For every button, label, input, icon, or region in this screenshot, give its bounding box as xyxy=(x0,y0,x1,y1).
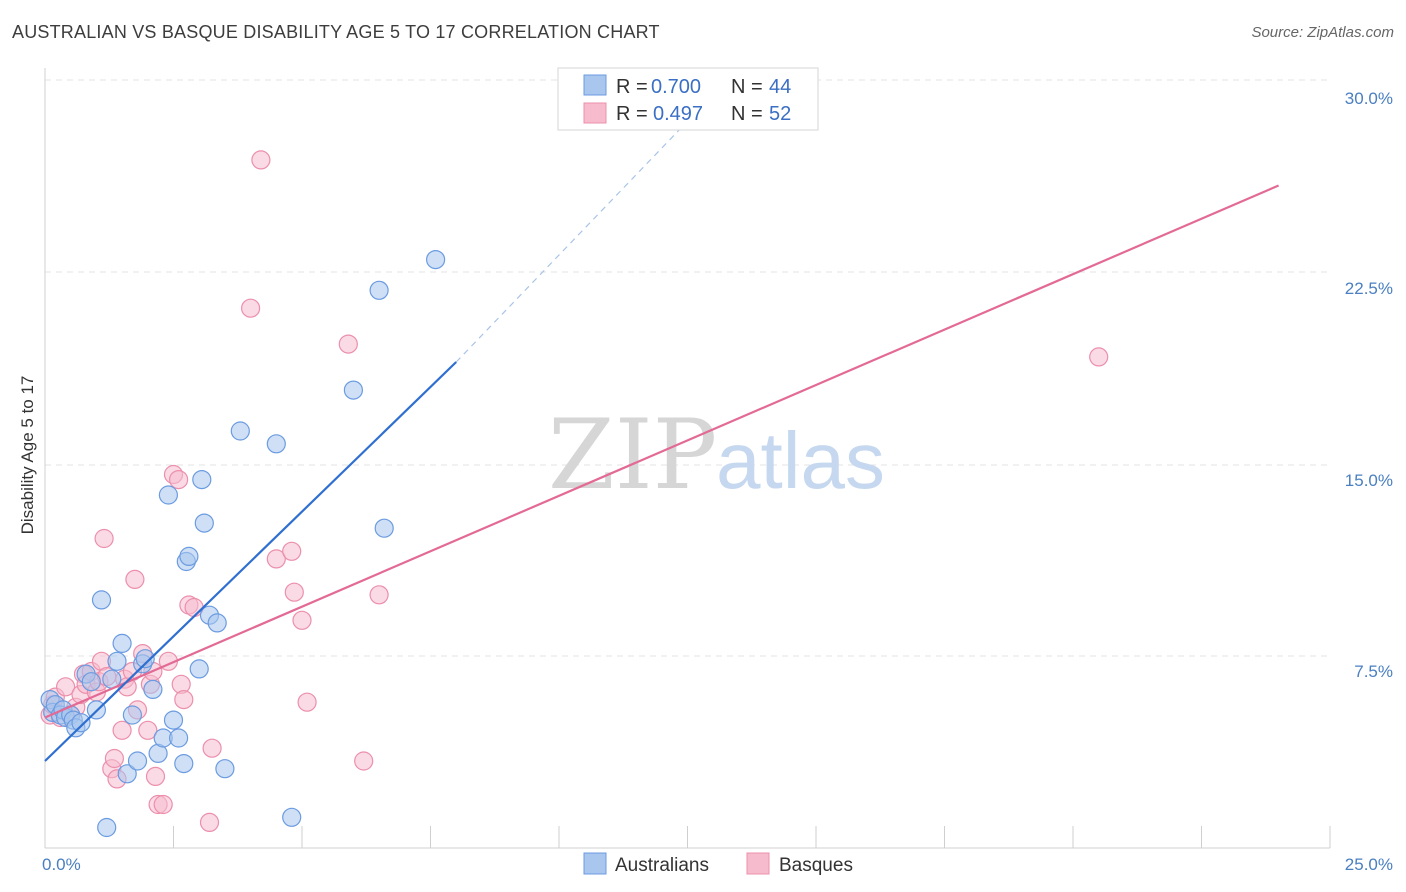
australians-point xyxy=(215,759,235,779)
trend-lines xyxy=(44,67,1280,762)
australians-trend-line xyxy=(44,361,457,762)
series-australians xyxy=(40,250,446,838)
bottom-legend-swatch-basques xyxy=(746,852,770,875)
basques-point xyxy=(169,470,189,490)
y-tick-label-22.5: 22.5% xyxy=(1345,279,1393,298)
australians-point xyxy=(127,751,148,771)
basques-point xyxy=(104,748,125,769)
australians-point xyxy=(194,513,214,533)
y-tick-label-30: 30.0% xyxy=(1345,89,1393,108)
basques-point xyxy=(202,738,222,758)
basques-point xyxy=(145,766,166,787)
bottom-legend-label-basques: Basques xyxy=(779,855,853,876)
basques-point xyxy=(153,794,173,815)
australians-point xyxy=(117,764,137,784)
watermark-atlas: atlas xyxy=(716,416,885,505)
basques-point xyxy=(354,751,374,771)
australians-point xyxy=(122,705,142,725)
gridlines xyxy=(45,79,1330,657)
basques-point xyxy=(284,582,304,602)
chart-title: AUSTRALIAN VS BASQUE DISABILITY AGE 5 TO… xyxy=(12,22,660,42)
legend-n-label-basques: N = xyxy=(731,103,763,125)
legend-n-value-australians: 44 xyxy=(769,76,791,98)
source-label: Source: ZipAtlas.com xyxy=(1251,24,1394,41)
australians-point xyxy=(135,649,155,669)
legend-swatch-basques xyxy=(583,102,607,124)
australians-point xyxy=(112,633,132,654)
basques-point xyxy=(292,610,312,630)
australians-point xyxy=(426,250,446,270)
series-legend: Australians Basques xyxy=(583,852,853,876)
legend-r-value-australians: 0.700 xyxy=(651,76,701,98)
australians-point xyxy=(81,672,101,692)
watermark-zip: ZIP xyxy=(548,399,717,511)
australians-point xyxy=(174,753,194,774)
basques-point xyxy=(297,692,317,712)
australians-point xyxy=(343,380,363,400)
australians-point xyxy=(192,470,212,490)
legend-n-value-basques: 52 xyxy=(769,103,791,125)
legend-r-label-basques: R = xyxy=(616,103,648,125)
australians-point xyxy=(230,421,250,441)
basques-point xyxy=(199,812,220,833)
basques-point xyxy=(94,528,114,549)
x-tick-label-0: 0.0% xyxy=(42,855,81,874)
basques-point xyxy=(125,569,145,590)
legend-r-value-basques: 0.497 xyxy=(653,103,703,125)
australians-point xyxy=(179,546,199,567)
basques-point xyxy=(282,541,302,561)
y-tick-label-7.5: 7.5% xyxy=(1354,662,1393,681)
x-tick-label-25: 25.0% xyxy=(1345,855,1393,874)
basques-trend-line xyxy=(44,184,1280,719)
y-axis-label: Disability Age 5 to 17 xyxy=(18,376,37,535)
australians-point xyxy=(169,728,189,748)
legend-n-label-australians: N = xyxy=(731,76,763,98)
basques-point xyxy=(1089,347,1109,367)
correlation-legend: R = 0.700 N = 44 R = 0.497 N = 52 xyxy=(557,67,819,131)
legend-swatch-australians xyxy=(583,74,607,96)
bottom-legend-swatch-australians xyxy=(583,852,607,875)
australians-point xyxy=(266,434,286,454)
basques-point xyxy=(174,689,194,710)
australians-point xyxy=(97,817,117,838)
australians-point xyxy=(282,807,302,827)
basques-point xyxy=(112,720,132,740)
australians-trend-extension xyxy=(455,67,740,363)
basques-point xyxy=(266,549,286,569)
basques-point xyxy=(138,720,158,740)
basques-point xyxy=(55,677,76,697)
australians-point xyxy=(369,280,389,300)
australians-point xyxy=(158,485,178,505)
australians-point xyxy=(107,651,127,671)
x-minor-ticks xyxy=(173,826,1331,848)
y-tick-label-15: 15.0% xyxy=(1345,471,1393,490)
bottom-legend-label-australians: Australians xyxy=(615,855,709,876)
basques-point xyxy=(241,298,261,318)
legend-r-label-australians: R = xyxy=(616,76,648,98)
australians-point xyxy=(71,713,91,733)
australians-point xyxy=(374,518,394,538)
australians-point xyxy=(143,679,163,700)
australians-point xyxy=(91,590,112,610)
basques-point xyxy=(338,334,358,354)
basques-point xyxy=(251,150,271,170)
basques-point xyxy=(369,585,389,605)
australians-point xyxy=(207,613,227,633)
australians-point xyxy=(189,659,209,679)
australians-point xyxy=(163,710,184,730)
